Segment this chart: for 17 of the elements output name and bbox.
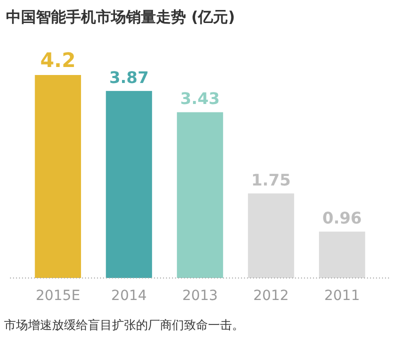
data-label: 1.75 (251, 170, 291, 190)
x-tick-label: 2011 (324, 288, 360, 304)
x-tick-label: 2012 (253, 288, 289, 304)
text: 市场增速放缓给盲目扩张的厂商们致命一击。 (4, 318, 244, 332)
data-label: 3.43 (180, 89, 220, 108)
data-label: 0.96 (322, 208, 362, 228)
x-tick-label: 2015E (36, 288, 80, 304)
bar (318, 232, 366, 278)
chart-title: 中国智能手机市场销量走势 (亿元) (6, 8, 235, 26)
x-tick-label: 2013 (182, 288, 218, 304)
data-label: 4.2 (40, 48, 76, 72)
bar (248, 193, 294, 278)
bar (176, 112, 224, 278)
x-tick-label: 2014 (111, 288, 147, 304)
bar (106, 90, 152, 278)
bar (34, 75, 82, 278)
data-label: 3.87 (109, 68, 149, 87)
